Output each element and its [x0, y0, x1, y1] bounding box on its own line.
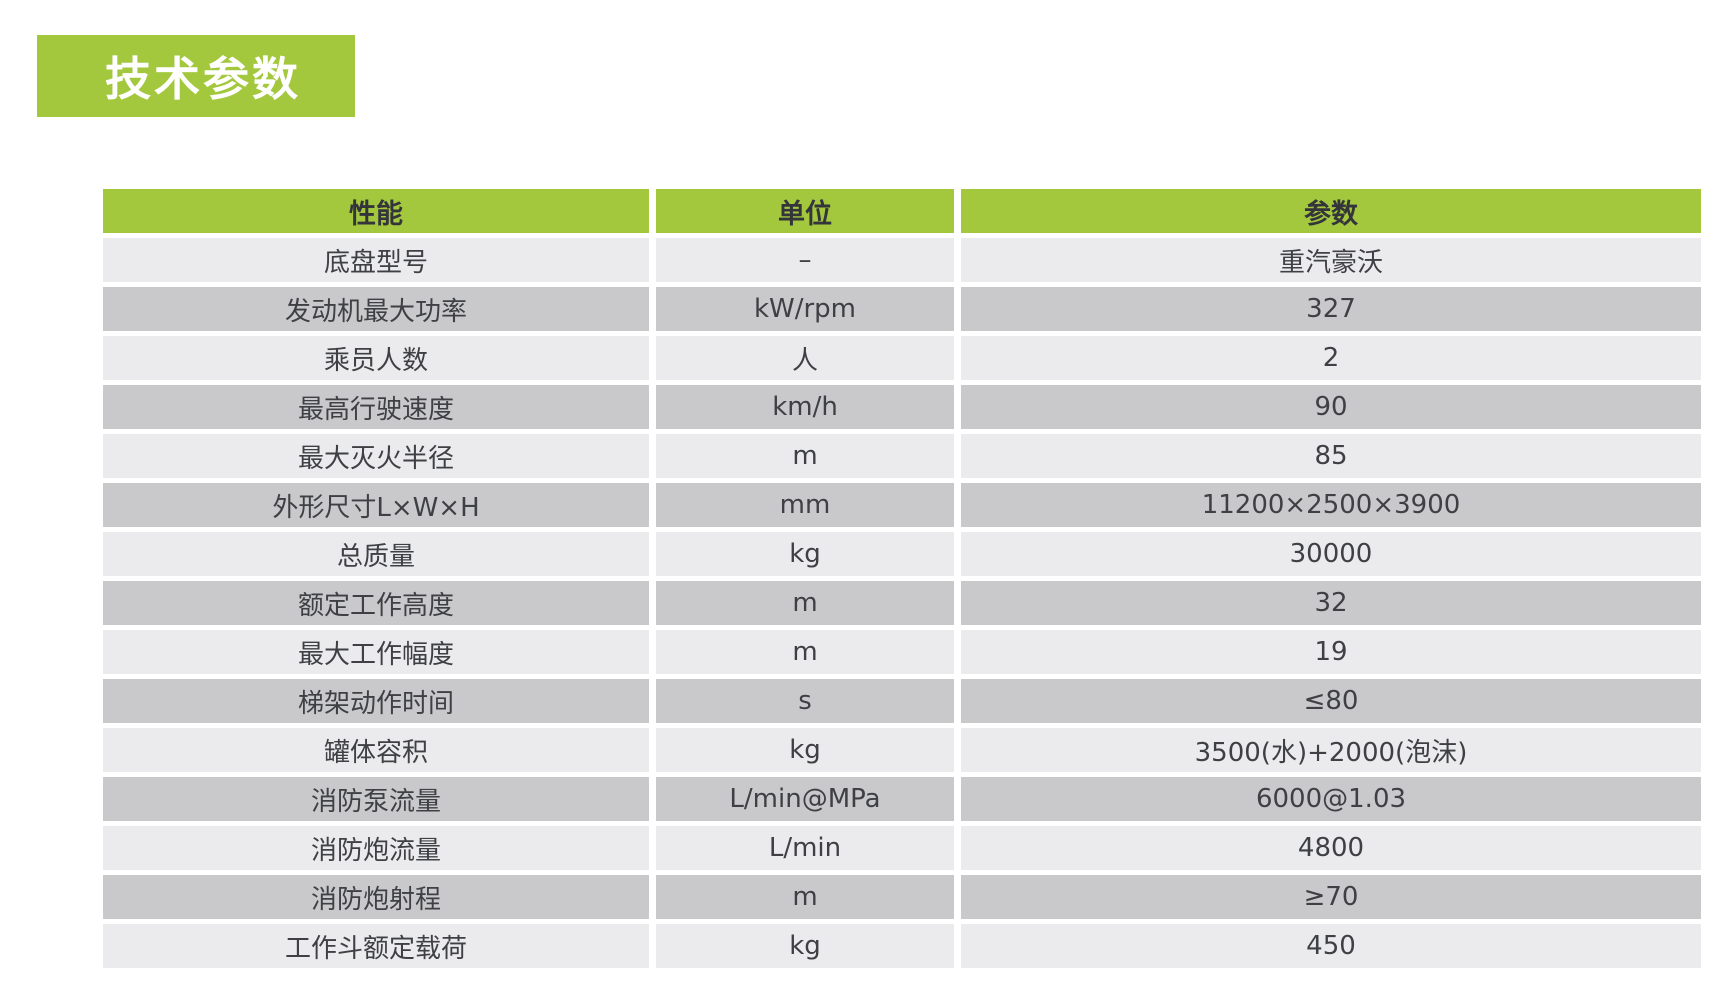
- spec-value-cell: ≤80: [961, 679, 1701, 723]
- spec-value-cell: 19: [961, 630, 1701, 674]
- spec-name-cell: 最大灭火半径: [103, 434, 649, 478]
- spec-name-cell: 罐体容积: [103, 728, 649, 772]
- spec-unit-cell: –: [656, 238, 954, 282]
- section-title-box: 技术参数: [37, 35, 355, 117]
- spec-unit-cell: 人: [656, 336, 954, 380]
- spec-value-cell: 30000: [961, 532, 1701, 576]
- spec-value-cell: 450: [961, 924, 1701, 968]
- spec-name-cell: 最高行驶速度: [103, 385, 649, 429]
- spec-name-cell: 消防炮射程: [103, 875, 649, 919]
- spec-value-cell: 32: [961, 581, 1701, 625]
- spec-unit-cell: m: [656, 581, 954, 625]
- spec-unit-cell: kg: [656, 924, 954, 968]
- column-header-parameter: 参数: [961, 189, 1701, 233]
- column-header-performance: 性能: [103, 189, 649, 233]
- spec-value-cell: 3500(水)+2000(泡沫): [961, 728, 1701, 772]
- spec-value-cell: 85: [961, 434, 1701, 478]
- spec-name-cell: 乘员人数: [103, 336, 649, 380]
- spec-value-cell: ≥70: [961, 875, 1701, 919]
- spec-name-cell: 工作斗额定载荷: [103, 924, 649, 968]
- spec-value-cell: 90: [961, 385, 1701, 429]
- spec-name-cell: 发动机最大功率: [103, 287, 649, 331]
- spec-name-cell: 额定工作高度: [103, 581, 649, 625]
- spec-name-cell: 底盘型号: [103, 238, 649, 282]
- spec-name-cell: 消防炮流量: [103, 826, 649, 870]
- spec-value-cell: 11200×2500×3900: [961, 483, 1701, 527]
- column-header-unit: 单位: [656, 189, 954, 233]
- spec-table: 性能 单位 参数 底盘型号 – 重汽豪沃发动机最大功率 kW/rpm 327 乘员人数人 2…: [103, 189, 1701, 968]
- spec-unit-cell: m: [656, 434, 954, 478]
- spec-unit-cell: mm: [656, 483, 954, 527]
- spec-value-cell: 327: [961, 287, 1701, 331]
- spec-unit-cell: m: [656, 630, 954, 674]
- spec-value-cell: 2: [961, 336, 1701, 380]
- spec-unit-cell: s: [656, 679, 954, 723]
- spec-name-cell: 消防泵流量: [103, 777, 649, 821]
- spec-unit-cell: L/min@MPa: [656, 777, 954, 821]
- spec-value-cell: 重汽豪沃: [961, 238, 1701, 282]
- spec-name-cell: 最大工作幅度: [103, 630, 649, 674]
- spec-unit-cell: km/h: [656, 385, 954, 429]
- spec-value-cell: 4800: [961, 826, 1701, 870]
- spec-value-cell: 6000@1.03: [961, 777, 1701, 821]
- spec-unit-cell: kW/rpm: [656, 287, 954, 331]
- spec-unit-cell: kg: [656, 728, 954, 772]
- spec-unit-cell: L/min: [656, 826, 954, 870]
- spec-unit-cell: m: [656, 875, 954, 919]
- spec-name-cell: 梯架动作时间: [103, 679, 649, 723]
- spec-name-cell: 外形尺寸L×W×H: [103, 483, 649, 527]
- section-title: 技术参数: [105, 52, 301, 106]
- spec-unit-cell: kg: [656, 532, 954, 576]
- spec-name-cell: 总质量: [103, 532, 649, 576]
